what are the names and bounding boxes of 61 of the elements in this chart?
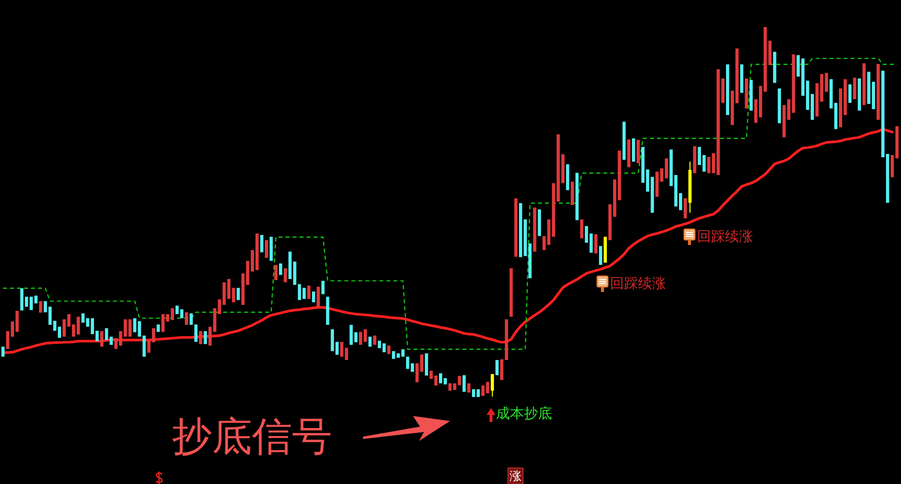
candlestick: [862, 63, 866, 106]
candlestick: [236, 288, 240, 300]
candlestick: [514, 198, 518, 257]
candlestick: [321, 280, 325, 294]
candlestick: [279, 263, 282, 275]
candlestick: [876, 64, 880, 120]
candlestick: [156, 324, 160, 332]
candlestick: [373, 336, 376, 345]
candlestick: [594, 234, 598, 254]
candlestick: [570, 182, 574, 205]
candlestick: [632, 138, 636, 162]
candlestick: [100, 331, 104, 347]
text: 成本抄底: [496, 406, 552, 422]
annotation: 回踩续涨: [697, 229, 753, 245]
candlestick: [740, 64, 744, 93]
candlestick: [264, 240, 268, 258]
candlestick: [467, 383, 470, 393]
candlestick: [604, 236, 607, 263]
candlestick: [853, 78, 856, 100]
candlestick: [204, 331, 207, 344]
candlestick: [848, 84, 852, 103]
candlestick: [533, 208, 536, 252]
candlestick: [773, 52, 776, 83]
candlestick: [260, 234, 264, 252]
candlestick: [566, 164, 570, 190]
candlestick: [368, 336, 372, 347]
candlestick: [744, 78, 748, 108]
candlestick: [312, 292, 316, 302]
candlestick: [627, 139, 630, 168]
candlestick: [495, 360, 499, 376]
annotation: 回踩续涨: [610, 276, 666, 292]
candlestick: [622, 122, 626, 160]
candlestick: [307, 286, 310, 299]
candlestick: [693, 146, 696, 174]
candlestick: [1, 346, 5, 357]
candlestick: [538, 209, 541, 236]
candlestick: [684, 198, 687, 218]
candlestick: [316, 286, 320, 307]
candlestick: [750, 80, 753, 111]
candlestick: [481, 386, 485, 396]
candlestick: [184, 312, 188, 325]
candlestick: [424, 353, 428, 376]
candlestick: [858, 78, 861, 111]
candlestick: [39, 301, 42, 313]
candlestick: [598, 246, 602, 265]
text: 抄底信号: [172, 414, 332, 460]
candlestick: [778, 88, 781, 124]
candlestick: [284, 268, 287, 282]
candlestick: [326, 296, 330, 325]
candlestick: [580, 219, 584, 238]
candlestick: [510, 268, 513, 317]
candlestick: [255, 233, 259, 270]
candlestick: [575, 172, 579, 220]
candlestick: [274, 264, 278, 280]
candlestick: [387, 346, 390, 354]
candlestick: [270, 236, 273, 261]
candlestick: [199, 331, 202, 344]
candlestick: [490, 374, 494, 398]
candlestick: [462, 375, 466, 392]
candlestick: [726, 64, 730, 116]
candlestick: [636, 140, 640, 164]
